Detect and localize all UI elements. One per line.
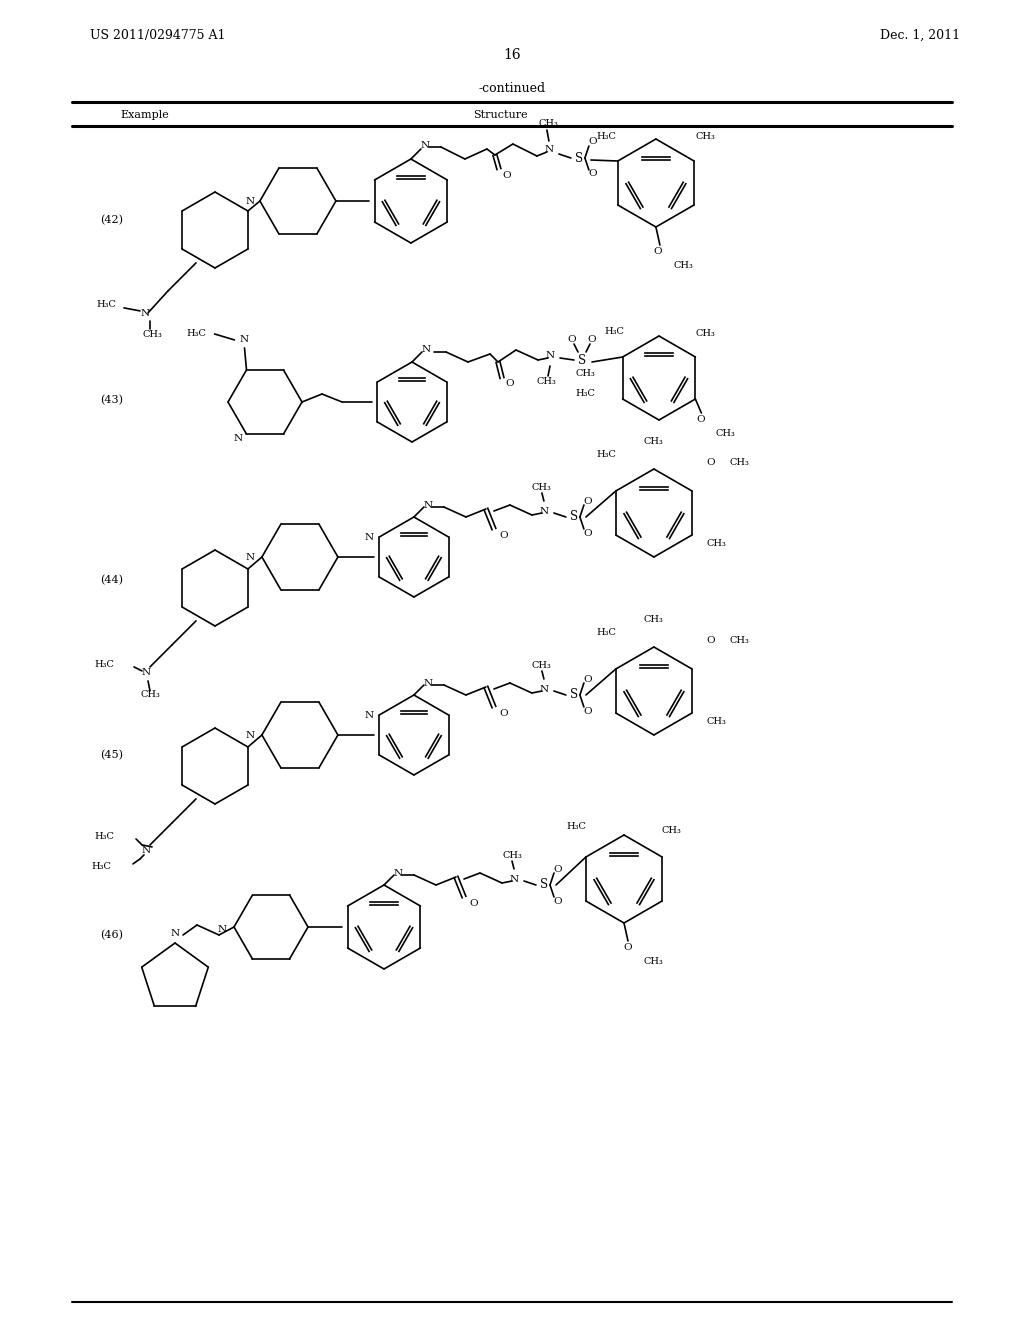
- Text: Structure: Structure: [473, 110, 527, 120]
- Text: N: N: [240, 335, 249, 345]
- Text: H₃C: H₃C: [91, 862, 111, 871]
- Text: N: N: [540, 685, 549, 693]
- Text: CH₃: CH₃: [696, 132, 716, 141]
- Text: O: O: [624, 942, 632, 952]
- Text: N: N: [509, 874, 518, 883]
- Text: H₃C: H₃C: [596, 450, 615, 459]
- Text: CH₃: CH₃: [532, 483, 552, 491]
- Text: O: O: [706, 636, 715, 645]
- Text: O: O: [470, 899, 478, 908]
- Text: CH₃: CH₃: [140, 690, 160, 700]
- Text: H₃C: H₃C: [186, 330, 207, 338]
- Text: N: N: [365, 532, 374, 541]
- Text: H₃C: H₃C: [596, 628, 615, 638]
- Text: O: O: [584, 706, 592, 715]
- Text: 16: 16: [503, 48, 521, 62]
- Text: CH₃: CH₃: [644, 615, 664, 623]
- Text: N: N: [422, 346, 430, 355]
- Text: N: N: [141, 846, 151, 855]
- Text: O: O: [554, 865, 562, 874]
- Text: CH₃: CH₃: [539, 120, 559, 128]
- Text: CH₃: CH₃: [644, 437, 664, 446]
- Text: US 2011/0294775 A1: US 2011/0294775 A1: [90, 29, 225, 41]
- Text: CH₃: CH₃: [706, 539, 726, 548]
- Text: N: N: [423, 500, 432, 510]
- Text: O: O: [584, 496, 592, 506]
- Text: CH₃: CH₃: [142, 330, 162, 339]
- Text: O: O: [589, 137, 597, 147]
- Text: N: N: [393, 869, 402, 878]
- Text: N: N: [246, 197, 255, 206]
- Text: (45): (45): [100, 750, 123, 760]
- Text: O: O: [567, 335, 577, 345]
- Text: (44): (44): [100, 574, 123, 585]
- Text: Example: Example: [120, 110, 169, 120]
- Text: N: N: [140, 309, 150, 318]
- Text: S: S: [569, 689, 578, 701]
- Text: N: N: [545, 145, 553, 154]
- Text: N: N: [365, 710, 374, 719]
- Text: CH₃: CH₃: [730, 458, 750, 467]
- Text: CH₃: CH₃: [706, 717, 726, 726]
- Text: CH₃: CH₃: [696, 329, 716, 338]
- Text: N: N: [420, 140, 429, 149]
- Text: CH₃: CH₃: [644, 957, 664, 965]
- Text: CH₃: CH₃: [662, 826, 682, 836]
- Text: N: N: [246, 730, 255, 739]
- Text: N: N: [246, 553, 255, 561]
- Text: N: N: [217, 924, 226, 933]
- Text: -continued: -continued: [478, 82, 546, 95]
- Text: O: O: [584, 675, 592, 684]
- Text: CH₃: CH₃: [716, 429, 735, 437]
- Text: CH₃: CH₃: [674, 260, 694, 269]
- Text: CH₃: CH₃: [536, 378, 556, 387]
- Text: H₃C: H₃C: [94, 660, 114, 669]
- Text: N: N: [423, 678, 432, 688]
- Text: Dec. 1, 2011: Dec. 1, 2011: [880, 29, 961, 41]
- Text: N: N: [546, 351, 555, 360]
- Text: S: S: [578, 354, 586, 367]
- Text: O: O: [589, 169, 597, 178]
- Text: O: O: [500, 531, 508, 540]
- Text: H₃C: H₃C: [96, 301, 116, 309]
- Text: O: O: [588, 335, 596, 345]
- Text: N: N: [141, 668, 151, 677]
- Text: H₃C: H₃C: [575, 388, 595, 397]
- Text: H₃C: H₃C: [94, 833, 114, 841]
- Text: CH₃: CH₃: [502, 850, 522, 859]
- Text: O: O: [554, 896, 562, 906]
- Text: (42): (42): [100, 215, 123, 226]
- Text: N: N: [540, 507, 549, 516]
- Text: (43): (43): [100, 395, 123, 405]
- Text: O: O: [584, 528, 592, 537]
- Text: H₃C: H₃C: [596, 132, 615, 141]
- Text: (46): (46): [100, 929, 123, 940]
- Text: CH₃: CH₃: [532, 660, 552, 669]
- Text: N: N: [233, 433, 243, 442]
- Text: H₃C: H₃C: [566, 822, 586, 832]
- Text: H₃C: H₃C: [604, 327, 624, 337]
- Text: O: O: [500, 709, 508, 718]
- Text: O: O: [696, 414, 705, 424]
- Text: O: O: [706, 458, 715, 467]
- Text: O: O: [503, 170, 511, 180]
- Text: N: N: [170, 928, 179, 937]
- Text: S: S: [574, 152, 583, 165]
- Text: CH₃: CH₃: [575, 368, 595, 378]
- Text: S: S: [540, 879, 548, 891]
- Text: CH₃: CH₃: [730, 636, 750, 645]
- Text: O: O: [653, 247, 663, 256]
- Text: O: O: [506, 380, 514, 388]
- Text: S: S: [569, 511, 578, 524]
